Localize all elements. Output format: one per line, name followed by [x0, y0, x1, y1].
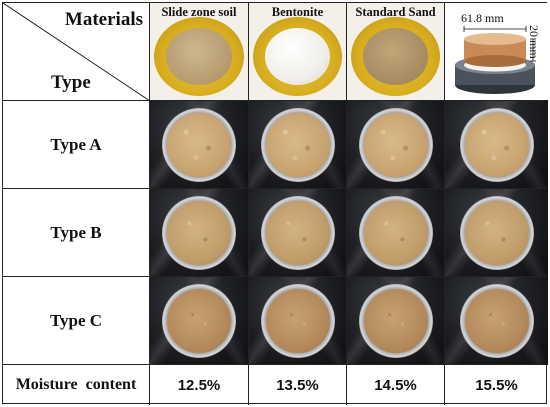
material-cell-slide-zone-soil: Slide zone soil [150, 3, 249, 101]
diameter-label: 61.8 mm [461, 11, 504, 25]
materials-header: Materials [64, 9, 143, 30]
material-cell-bentonite: Bentonite [249, 3, 347, 101]
specimen-ring-icon [455, 26, 536, 94]
soil-sample [464, 200, 529, 265]
soil-sample [167, 200, 231, 265]
specimen-photo [249, 189, 347, 277]
soil-sample [464, 288, 529, 353]
diagonal-divider [3, 3, 149, 100]
plate-image [154, 17, 244, 96]
height-label: 20 mm [527, 25, 541, 59]
specimen-photo [445, 189, 548, 277]
specimen-photo [150, 101, 249, 189]
specimen-photo [347, 101, 445, 189]
material-label: Standard Sand [355, 5, 436, 19]
type-header: Type [51, 72, 91, 93]
soil-sample [363, 200, 428, 265]
soil-sample [265, 288, 330, 353]
material-label: Slide zone soil [161, 5, 237, 19]
standard-sand-powder [362, 28, 429, 85]
moisture-value: 12.5% [150, 365, 249, 405]
plate-image [351, 17, 440, 96]
specimen-photo [347, 277, 445, 365]
soil-sample [265, 112, 330, 177]
soil-sample [265, 200, 330, 265]
specimen-photo [445, 277, 548, 365]
specimen-photo [445, 101, 548, 189]
moisture-content-label: Moisture content [3, 365, 150, 405]
header-corner-cell: Materials Type [3, 3, 150, 101]
soil-sample [167, 288, 231, 353]
material-cell-standard-sand: Standard Sand [347, 3, 445, 101]
plate-image [253, 17, 342, 96]
material-label: Bentonite [271, 5, 324, 19]
specimen-dimension-diagram: 61.8 mm 20 mm [445, 3, 548, 101]
bentonite-powder [264, 28, 331, 85]
specimen-photo [150, 277, 249, 365]
specimen-photo [249, 277, 347, 365]
specimen-photo [347, 189, 445, 277]
specimen-photo [150, 189, 249, 277]
soil-sample [167, 112, 231, 177]
soil-sample [363, 288, 428, 353]
moisture-value: 15.5% [475, 376, 518, 394]
slide-zone-soil-powder [165, 28, 233, 85]
row-label-type-b: Type B [3, 189, 150, 277]
soil-sample [363, 112, 428, 177]
soil-sample [464, 112, 529, 177]
moisture-value: 13.5% [249, 365, 347, 405]
specimen-photo [249, 101, 347, 189]
moisture-value: 14.5% [347, 365, 445, 405]
row-label-type-c: Type C [3, 277, 150, 365]
row-label-type-a: Type A [3, 101, 150, 189]
